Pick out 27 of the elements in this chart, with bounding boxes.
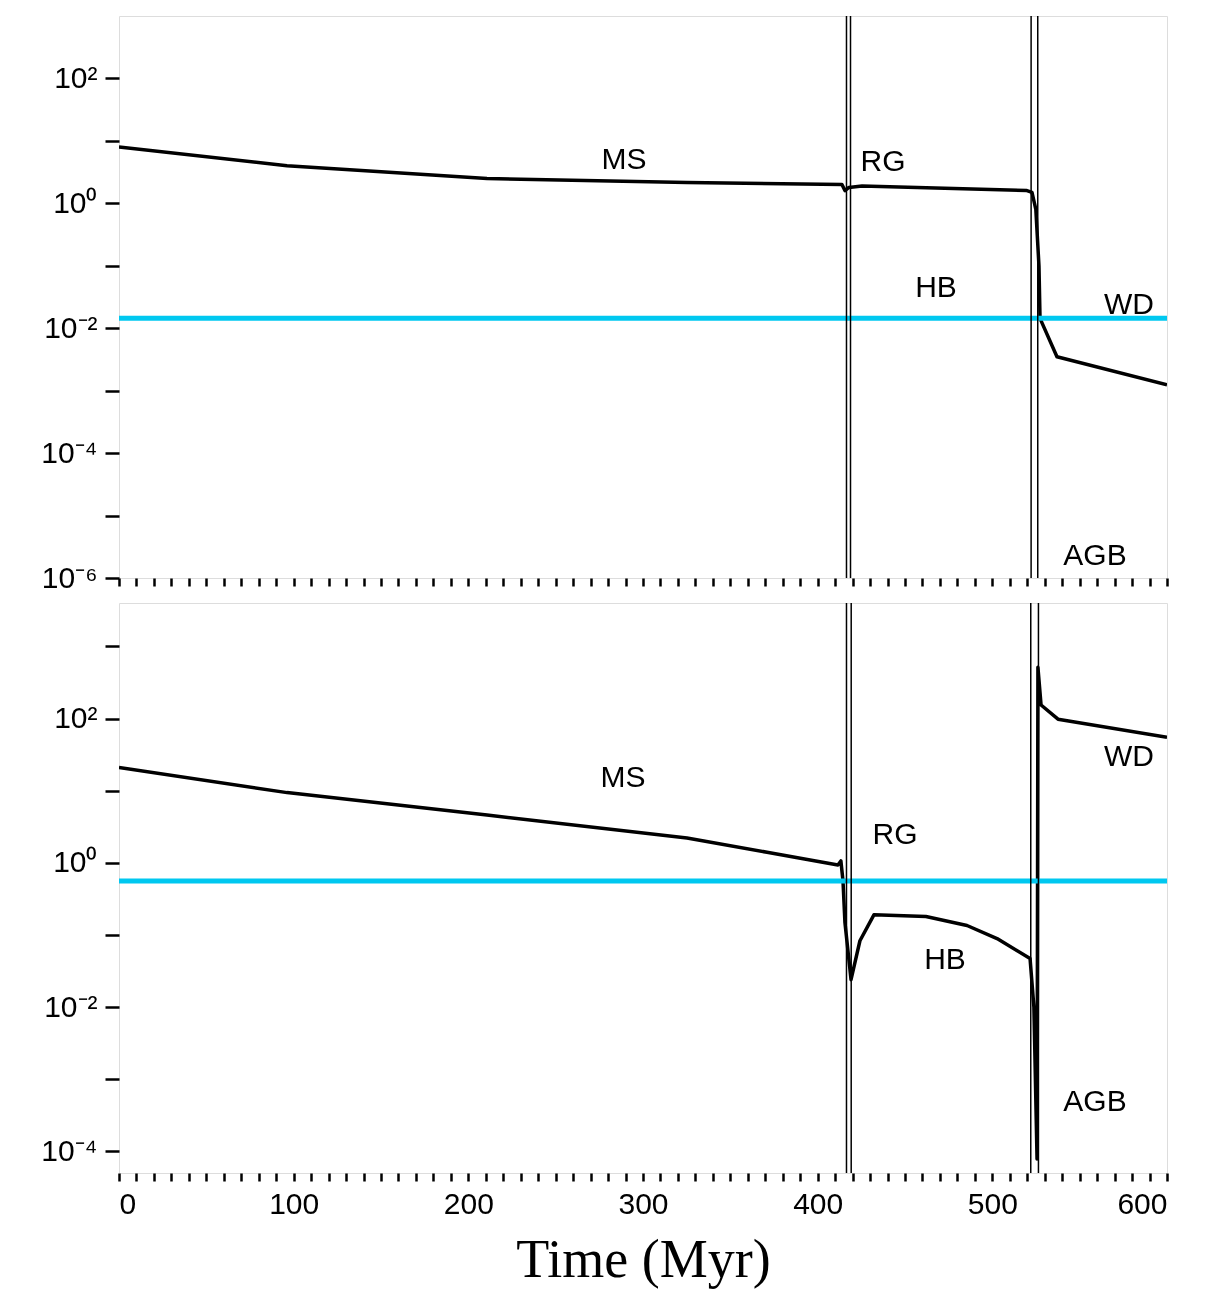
annotation: HB xyxy=(924,942,966,975)
annotation: MS xyxy=(601,142,647,175)
annotation: AGB xyxy=(1063,538,1127,571)
x-tick-label: 400 xyxy=(793,1186,844,1220)
y-tick-label: 10² xyxy=(54,701,98,735)
annotation: WD xyxy=(1104,739,1154,772)
x-tick-label: 500 xyxy=(967,1186,1018,1220)
x-tick-label: 200 xyxy=(443,1186,494,1220)
x-axis-title: Time (Myr) xyxy=(516,1228,771,1289)
annotation: RG xyxy=(872,817,918,850)
y-tick-label: 10⁰ xyxy=(53,185,98,219)
annotation: HB xyxy=(915,270,957,303)
annotation: WD xyxy=(1104,287,1154,320)
y-tick-label: 10⁻² xyxy=(44,310,98,344)
y-tick-label: 10⁰ xyxy=(53,845,98,879)
x-tick-label: 100 xyxy=(269,1186,320,1220)
x-tick-label: 300 xyxy=(618,1186,669,1220)
annotation: AGB xyxy=(1063,1084,1127,1117)
y-tick-label: 10² xyxy=(54,60,98,94)
y-tick-label: 10⁻⁴ xyxy=(41,435,98,469)
y-tick-label: 10⁻⁴ xyxy=(41,1133,98,1167)
annotation: MS xyxy=(600,760,646,793)
x-tick-label: 600 xyxy=(1117,1186,1168,1220)
y-tick-label: 10⁻² xyxy=(44,989,98,1023)
x-tick-label: 0 xyxy=(119,1186,137,1220)
y-tick-label: 10⁻⁶ xyxy=(41,560,98,594)
annotation: RG xyxy=(860,144,906,177)
